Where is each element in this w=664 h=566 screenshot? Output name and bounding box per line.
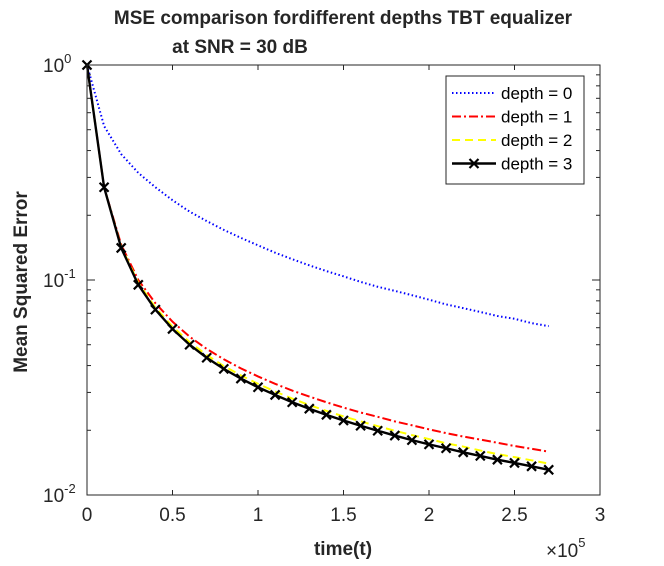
x-tick-label: 0.5 bbox=[159, 505, 185, 526]
series-3-marker-4 bbox=[150, 304, 161, 315]
series-3-marker-10 bbox=[252, 381, 264, 393]
series-line-3 bbox=[85, 64, 549, 471]
x-axis-multiplier-base: ×10 bbox=[546, 541, 578, 562]
series-3-marker-3 bbox=[133, 279, 144, 291]
series-3-marker-6 bbox=[184, 339, 195, 350]
series-3-marker-14 bbox=[321, 409, 332, 421]
legend-marker-3 bbox=[468, 158, 480, 169]
series-3-marker-16 bbox=[355, 420, 366, 432]
y-tick-label: 10-1 bbox=[43, 266, 76, 292]
series-line-1 bbox=[86, 64, 549, 453]
x-axis-multiplier-exponent: 5 bbox=[578, 535, 585, 550]
series-3-marker-12 bbox=[286, 396, 298, 408]
x-tick-label: 2 bbox=[424, 505, 435, 526]
x-tick-label: 2.5 bbox=[501, 505, 527, 526]
series-3-marker-18 bbox=[389, 430, 401, 441]
chart-title-line-2: at SNR = 30 dB bbox=[172, 37, 308, 58]
x-axis-label: time(t) bbox=[314, 539, 372, 560]
x-tick-label: 3 bbox=[595, 505, 606, 526]
series-3-marker-2 bbox=[115, 242, 127, 254]
x-tick-label: 0 bbox=[82, 505, 93, 526]
y-axis-label: Mean Squared Error bbox=[11, 191, 32, 373]
legend-label-2: depth = 2 bbox=[501, 131, 572, 150]
series-3-marker-24 bbox=[492, 454, 503, 465]
x-tick-label: 1.5 bbox=[330, 505, 356, 526]
series-3-marker-15 bbox=[338, 415, 349, 426]
series-3-marker-9 bbox=[235, 373, 247, 384]
legend: depth = 0 depth = 1 depth = 2 depth = 3 bbox=[445, 75, 585, 185]
minor-tick-group bbox=[87, 74, 600, 431]
series-3-marker-20 bbox=[423, 439, 435, 450]
series-3-marker-27 bbox=[543, 464, 554, 476]
y-tick-labels: 100 10-1 10-2 bbox=[43, 51, 76, 507]
series-3-marker-25 bbox=[509, 457, 520, 469]
legend-label-3: depth = 3 bbox=[501, 155, 572, 174]
series-3-marker-13 bbox=[304, 403, 315, 414]
series-3-marker-8 bbox=[218, 363, 230, 375]
x-axis-multiplier: ×105 bbox=[546, 535, 585, 562]
series-group bbox=[81, 59, 554, 476]
series-3-marker-1 bbox=[98, 181, 110, 193]
x-tick-labels: 0 0.5 1 1.5 2 2.5 3 bbox=[82, 505, 606, 526]
tick-group bbox=[86, 64, 601, 496]
chart-title-line-1: MSE comparison fordifferent depths TBT e… bbox=[114, 8, 573, 29]
series-3-marker-5 bbox=[167, 323, 178, 335]
chart-title: MSE comparison fordifferent depths TBT e… bbox=[114, 8, 573, 58]
series-line-2 bbox=[86, 64, 549, 465]
series-3-marker-22 bbox=[457, 447, 469, 458]
series-3-marker-23 bbox=[475, 450, 486, 462]
legend-label-1: depth = 1 bbox=[501, 108, 572, 127]
y-tick-label: 10-2 bbox=[43, 481, 76, 507]
series-3-marker-7 bbox=[201, 352, 212, 364]
series-3-marker-11 bbox=[269, 389, 281, 401]
legend-label-0: depth = 0 bbox=[501, 84, 572, 103]
series-3-marker-21 bbox=[440, 442, 452, 454]
x-tick-label: 1 bbox=[253, 505, 264, 526]
series-3-marker-19 bbox=[406, 434, 418, 446]
y-tick-label: 100 bbox=[43, 51, 71, 77]
series-3-marker-17 bbox=[372, 425, 383, 437]
series-3-marker-26 bbox=[526, 461, 537, 472]
